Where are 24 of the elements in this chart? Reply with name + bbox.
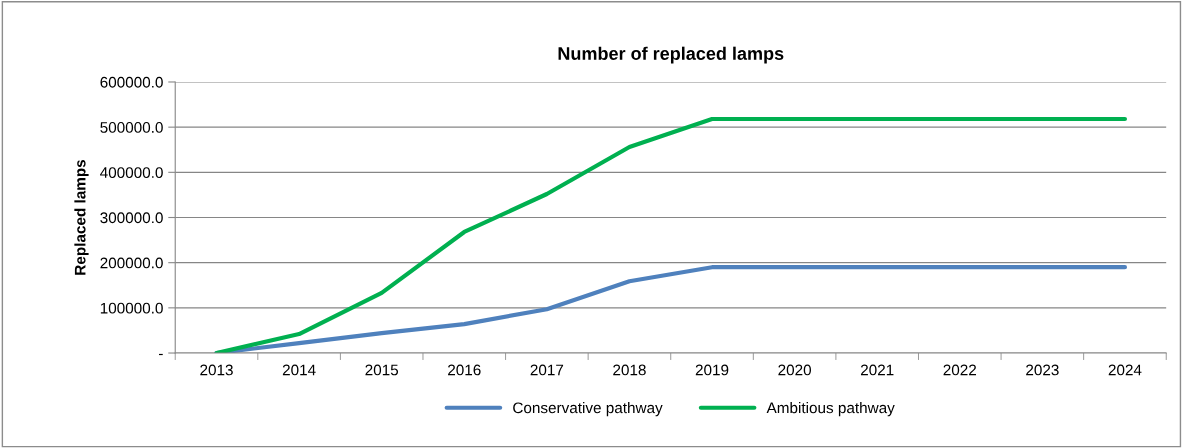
x-tick-label: 2023 bbox=[1026, 364, 1059, 376]
y-tick-label: 600000.0 bbox=[100, 76, 163, 88]
y-tick-label: 300000.0 bbox=[100, 212, 163, 224]
x-tick-label: 2024 bbox=[1108, 364, 1142, 376]
x-tick-label: 2017 bbox=[530, 364, 564, 376]
x-tick-label: 2013 bbox=[200, 364, 233, 376]
y-tick-label: 200000.0 bbox=[100, 257, 163, 269]
x-tick-label: 2018 bbox=[613, 364, 646, 376]
x-tick-label: 2016 bbox=[448, 364, 481, 376]
x-tick-label: 2022 bbox=[943, 364, 977, 376]
x-tick-label: 2021 bbox=[860, 364, 894, 376]
legend-label: Ambitious pathway bbox=[766, 402, 895, 417]
y-tick-label: 100000.0 bbox=[100, 302, 163, 314]
y-tick-label: - bbox=[159, 353, 163, 356]
line-series bbox=[214, 116, 1128, 354]
y-axis-title: Replaced lamps bbox=[74, 159, 89, 275]
y-tick-label: 400000.0 bbox=[100, 167, 163, 179]
chart-title: Number of replaced lamps bbox=[558, 46, 784, 64]
y-tick-label: 500000.0 bbox=[100, 122, 163, 133]
x-tick-label: 2015 bbox=[365, 364, 399, 376]
x-tick-label: 2014 bbox=[282, 364, 316, 376]
x-tick-label: 2019 bbox=[695, 364, 729, 376]
legend-label: Conservative pathway bbox=[513, 402, 663, 417]
x-tick-label: 2020 bbox=[778, 364, 812, 376]
